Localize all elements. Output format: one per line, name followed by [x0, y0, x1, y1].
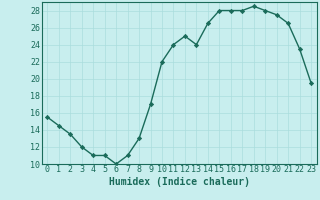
- X-axis label: Humidex (Indice chaleur): Humidex (Indice chaleur): [109, 177, 250, 187]
